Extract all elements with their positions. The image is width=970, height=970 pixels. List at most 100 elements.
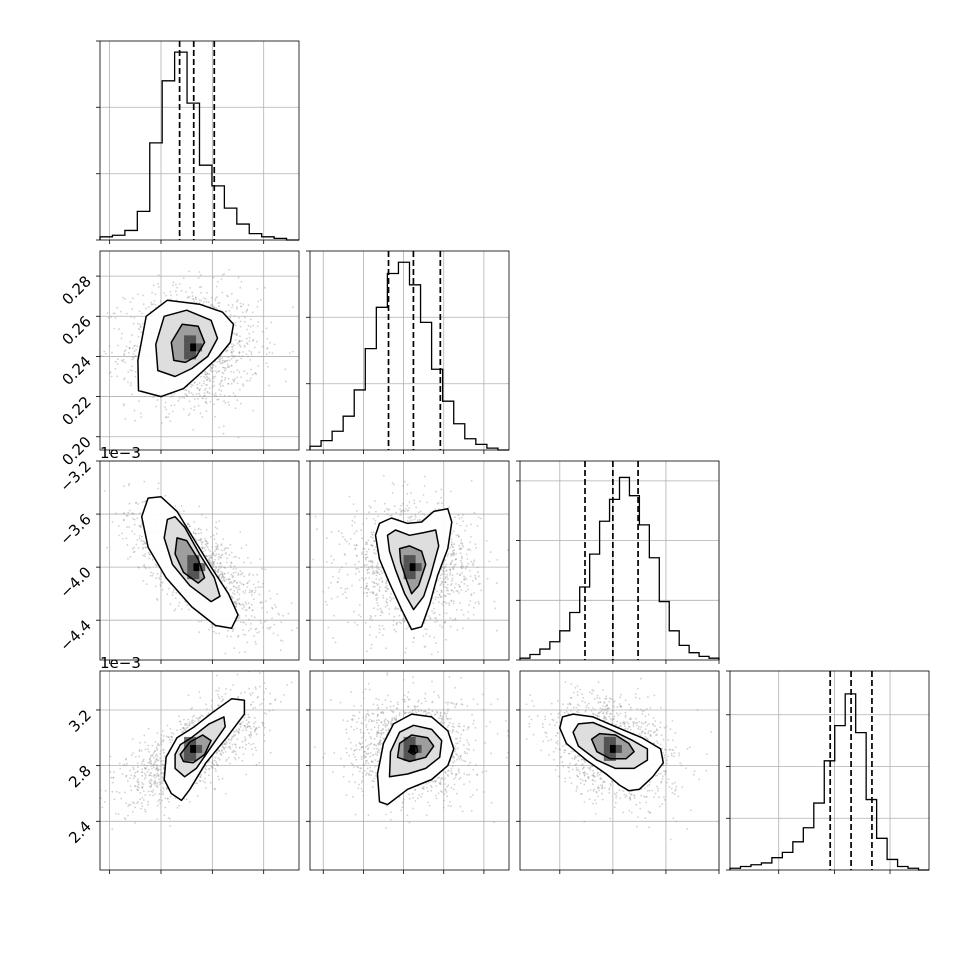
panel-frame xyxy=(729,670,930,871)
scatter-point xyxy=(460,565,463,567)
scatter-point xyxy=(388,613,391,615)
scatter-point xyxy=(226,366,229,369)
scatter-point xyxy=(230,364,233,367)
scatter-point xyxy=(415,506,418,509)
scatter-point xyxy=(139,325,142,328)
scatter-point xyxy=(187,414,190,417)
scatter-point xyxy=(461,571,463,574)
scatter-point xyxy=(200,299,203,302)
scatter-point xyxy=(353,610,355,613)
scatter-point xyxy=(188,400,191,403)
density-cell xyxy=(187,563,194,572)
scatter-point xyxy=(378,573,381,576)
scatter-point xyxy=(168,413,171,415)
scatter-point xyxy=(444,580,447,583)
scatter-point xyxy=(197,620,200,623)
scatter-point xyxy=(212,755,215,758)
scatter-point xyxy=(259,558,261,560)
scatter-point xyxy=(258,593,261,596)
histogram-bar xyxy=(365,349,376,450)
density-cell xyxy=(193,555,200,564)
scatter-point xyxy=(108,345,111,348)
scatter-point xyxy=(322,591,325,593)
scatter-point xyxy=(261,345,264,348)
scatter-point xyxy=(223,369,226,372)
scatter-point xyxy=(244,589,247,592)
scatter-point xyxy=(133,546,135,549)
scatter-point xyxy=(245,603,248,605)
scatter-point xyxy=(463,575,465,578)
scatter-point xyxy=(148,758,151,760)
scatter-point xyxy=(239,573,242,576)
scatter-point xyxy=(155,405,158,408)
scatter-point xyxy=(162,748,165,751)
scatter-point xyxy=(206,542,209,545)
scatter-point xyxy=(242,629,244,631)
histogram-bar xyxy=(610,499,620,660)
scatter-point xyxy=(459,552,462,555)
scatter-point xyxy=(152,572,155,575)
scatter-point xyxy=(122,378,125,381)
scatter-point xyxy=(123,485,126,487)
scatter-point xyxy=(340,587,342,589)
scatter-point xyxy=(141,322,144,325)
scatter-point xyxy=(138,524,141,527)
scatter-point xyxy=(381,625,384,627)
scatter-point xyxy=(304,595,306,597)
scatter-point xyxy=(238,602,241,605)
scatter-point xyxy=(220,749,223,752)
scatter-point xyxy=(438,593,441,596)
scatter-point xyxy=(384,590,387,592)
scatter-point xyxy=(206,391,209,394)
scatter-point xyxy=(127,780,129,783)
scatter-point xyxy=(214,756,217,759)
scatter-point xyxy=(460,539,463,542)
scatter-point xyxy=(247,602,250,604)
scatter-point xyxy=(454,558,457,561)
scatter-point xyxy=(337,577,340,580)
scatter-point xyxy=(164,494,167,497)
scatter-point xyxy=(403,617,405,620)
scatter-point xyxy=(246,582,249,585)
scatter-point xyxy=(133,345,136,347)
scatter-point xyxy=(131,369,134,372)
scatter-point xyxy=(449,490,452,493)
scatter-point xyxy=(471,563,474,566)
scatter-point xyxy=(450,584,452,586)
scatter-point xyxy=(338,543,341,546)
scatter-point xyxy=(403,480,406,483)
scatter-point xyxy=(363,565,366,568)
scatter-point xyxy=(128,526,131,528)
scatter-point xyxy=(157,744,159,746)
scatter-point xyxy=(212,565,215,568)
scatter-point xyxy=(190,407,192,410)
scatter-point xyxy=(455,583,457,585)
scatter-point xyxy=(394,606,397,609)
scatter-point xyxy=(244,738,247,741)
scatter-point xyxy=(462,613,465,616)
scatter-point xyxy=(372,531,375,534)
scatter-point xyxy=(237,572,240,575)
scatter-point xyxy=(214,365,217,368)
scatter-point xyxy=(171,594,174,596)
scatter-point xyxy=(233,734,235,737)
scatter-point xyxy=(399,508,401,511)
scatter-point xyxy=(457,535,460,538)
scatter-point xyxy=(440,590,443,593)
scatter-point xyxy=(352,503,355,505)
scatter-point xyxy=(142,294,144,297)
scatter-point xyxy=(246,328,249,331)
scatter-point xyxy=(179,720,181,723)
scatter-point xyxy=(447,593,449,595)
histogram-bar xyxy=(887,859,897,870)
scatter-point xyxy=(252,701,254,704)
scatter-point xyxy=(215,763,218,766)
scatter-point xyxy=(230,588,233,591)
scatter-point xyxy=(199,539,202,542)
scatter-point xyxy=(127,484,130,487)
scatter-point xyxy=(389,596,391,599)
scatter-point xyxy=(334,641,337,644)
scatter-point xyxy=(121,532,123,535)
scatter-point xyxy=(204,373,207,376)
scatter-point xyxy=(137,547,140,549)
